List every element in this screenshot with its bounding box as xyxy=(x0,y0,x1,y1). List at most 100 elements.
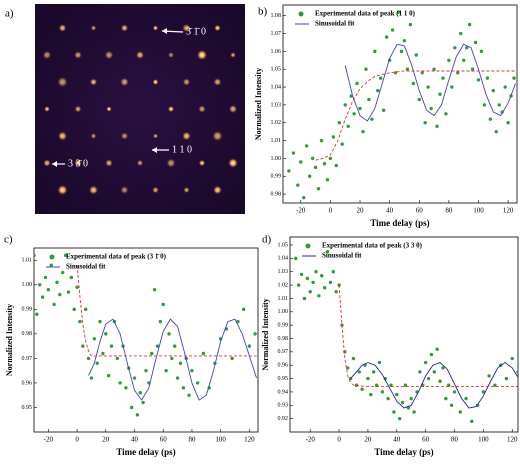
data-point xyxy=(299,272,304,277)
y-tick-label: 1.05 xyxy=(278,242,289,248)
x-axis-label: Time delay (ps) xyxy=(116,447,175,457)
diffraction-spot xyxy=(104,50,114,60)
data-point xyxy=(170,356,174,361)
data-point xyxy=(402,38,407,43)
x-tick-label: 120 xyxy=(503,207,514,215)
data-point xyxy=(319,138,324,143)
data-point xyxy=(374,383,379,387)
x-tick-label: 80 xyxy=(188,436,196,444)
step-fit xyxy=(315,70,516,161)
data-point xyxy=(429,352,434,357)
y-tick-label: 0.98 xyxy=(271,191,282,197)
data-point xyxy=(340,142,344,146)
data-point xyxy=(343,350,347,354)
legend-label: Experimental data of peak (3 3 0) xyxy=(322,242,423,250)
y-tick-label: 0.96 xyxy=(22,380,33,386)
plot-frame xyxy=(33,247,259,433)
data-point xyxy=(506,121,510,125)
legend-label: Sinusoidal fit xyxy=(322,252,362,260)
data-point xyxy=(247,344,252,348)
data-point xyxy=(389,383,393,387)
data-point xyxy=(141,400,145,405)
data-point xyxy=(400,400,405,405)
data-point xyxy=(371,370,376,374)
data-point xyxy=(98,319,102,324)
data-point xyxy=(161,302,165,307)
data-point xyxy=(178,361,183,366)
data-point xyxy=(418,370,422,374)
data-point xyxy=(55,280,59,285)
data-point xyxy=(473,40,478,45)
step-fit xyxy=(76,265,257,357)
y-axis-label: Normalized Intensity xyxy=(5,304,14,376)
data-point xyxy=(352,112,356,116)
y-tick-label: 0.95 xyxy=(278,376,289,382)
data-point xyxy=(360,387,364,391)
y-tick-label: 1.00 xyxy=(271,156,282,162)
diffraction-spot xyxy=(213,77,222,87)
diffraction-spot xyxy=(183,186,190,194)
data-point xyxy=(311,280,315,285)
legend-marker xyxy=(298,11,304,17)
data-point xyxy=(414,53,418,57)
data-point xyxy=(447,383,451,387)
diffraction-spot xyxy=(181,131,192,141)
data-point xyxy=(95,361,99,366)
data-point xyxy=(61,270,65,275)
x-tick-label: 60 xyxy=(422,436,430,444)
data-point xyxy=(129,405,134,410)
data-point xyxy=(409,396,413,401)
data-point xyxy=(201,351,206,356)
y-tick-label: 0.92 xyxy=(278,416,289,422)
diffraction-spot xyxy=(196,49,208,61)
data-point xyxy=(438,379,442,383)
data-point xyxy=(164,368,168,373)
fit-line xyxy=(88,318,257,401)
x-tick-label: 60 xyxy=(416,207,424,215)
y-tick-label: 0.97 xyxy=(278,349,289,355)
data-point xyxy=(399,49,404,54)
data-point xyxy=(299,160,303,164)
diffraction-spot xyxy=(152,25,159,31)
spot-label: 1 1 0 xyxy=(172,144,192,155)
data-point xyxy=(497,103,501,107)
data-point xyxy=(377,360,382,365)
data-point xyxy=(86,356,91,361)
data-point xyxy=(429,106,433,111)
x-tick-label: -20 xyxy=(44,436,54,444)
y-tick-label: 1.07 xyxy=(271,31,282,37)
data-point xyxy=(135,413,140,417)
data-point xyxy=(481,390,486,394)
data-point xyxy=(101,351,105,356)
data-point xyxy=(452,390,457,394)
diffraction-spot xyxy=(90,133,97,139)
data-point xyxy=(302,296,307,301)
diffraction-spot xyxy=(58,24,67,32)
diffraction-spot xyxy=(89,78,98,86)
y-tick-label: 1.02 xyxy=(271,120,282,126)
data-point xyxy=(35,312,39,316)
data-point xyxy=(397,416,402,421)
diffraction-spot xyxy=(230,52,236,58)
data-point xyxy=(69,275,74,280)
data-point xyxy=(479,49,484,54)
data-point xyxy=(370,117,374,121)
data-point xyxy=(441,366,445,370)
data-point xyxy=(426,376,431,381)
diffraction-image: 3̄ 1̄ 0 1 1 0 3 3̄ 0 xyxy=(35,4,245,214)
data-point xyxy=(459,31,463,36)
diffraction-spot xyxy=(152,133,159,139)
diffraction-spot xyxy=(228,104,238,114)
data-point xyxy=(320,274,324,278)
x-tick-label: 80 xyxy=(451,436,459,444)
y-tick-label: 1.02 xyxy=(278,282,289,288)
data-point xyxy=(432,67,436,71)
x-tick-label: 120 xyxy=(507,436,518,444)
y-tick-label: 0.99 xyxy=(271,174,282,180)
diffraction-spot xyxy=(182,78,191,86)
y-tick-label: 0.93 xyxy=(278,403,289,409)
legend-label: Experimental data of peak (1 1 0) xyxy=(315,10,416,18)
x-tick-label: 60 xyxy=(160,436,168,444)
diffraction-spot xyxy=(120,132,129,140)
plot-area xyxy=(34,253,257,417)
